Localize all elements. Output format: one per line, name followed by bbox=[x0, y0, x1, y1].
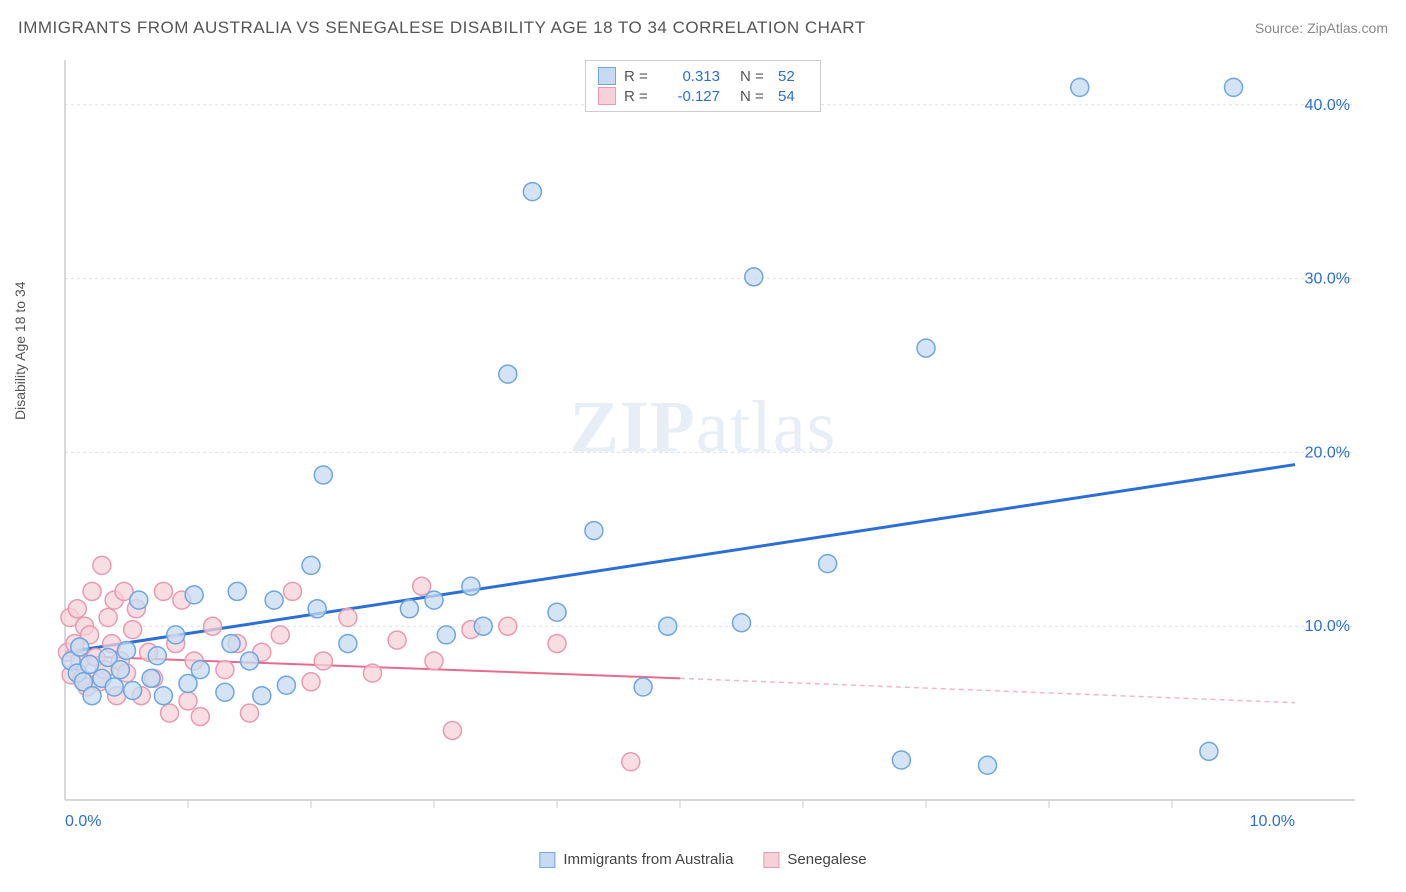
swatch-senegalese bbox=[598, 87, 616, 105]
svg-text:10.0%: 10.0% bbox=[1305, 618, 1350, 635]
scatter-chart-svg: 10.0% 20.0% 30.0% 40.0% 0.0% 10.0% bbox=[55, 60, 1355, 830]
chart-plot-area: 10.0% 20.0% 30.0% 40.0% 0.0% 10.0% bbox=[55, 60, 1355, 830]
svg-text:30.0%: 30.0% bbox=[1305, 271, 1350, 288]
y-axis-label: Disability Age 18 to 34 bbox=[12, 281, 28, 420]
svg-text:40.0%: 40.0% bbox=[1305, 97, 1350, 114]
series-legend: Immigrants from Australia Senegalese bbox=[539, 849, 866, 870]
svg-text:20.0%: 20.0% bbox=[1305, 444, 1350, 461]
legend-row-senegalese: R =-0.127 N =54 bbox=[598, 87, 808, 105]
correlation-legend: R =0.313 N =52 R =-0.127 N =54 bbox=[585, 60, 821, 112]
swatch-australia bbox=[598, 67, 616, 85]
legend-item-senegalese: Senegalese bbox=[763, 851, 866, 868]
swatch-australia-bottom bbox=[539, 852, 555, 868]
legend-item-australia: Immigrants from Australia bbox=[539, 851, 733, 868]
chart-header: IMMIGRANTS FROM AUSTRALIA VS SENEGALESE … bbox=[18, 18, 1388, 38]
svg-text:10.0%: 10.0% bbox=[1250, 813, 1295, 830]
legend-row-australia: R =0.313 N =52 bbox=[598, 67, 808, 85]
svg-text:0.0%: 0.0% bbox=[65, 813, 101, 830]
source-attribution: Source: ZipAtlas.com bbox=[1255, 20, 1388, 36]
chart-title: IMMIGRANTS FROM AUSTRALIA VS SENEGALESE … bbox=[18, 18, 866, 38]
swatch-senegalese-bottom bbox=[763, 852, 779, 868]
